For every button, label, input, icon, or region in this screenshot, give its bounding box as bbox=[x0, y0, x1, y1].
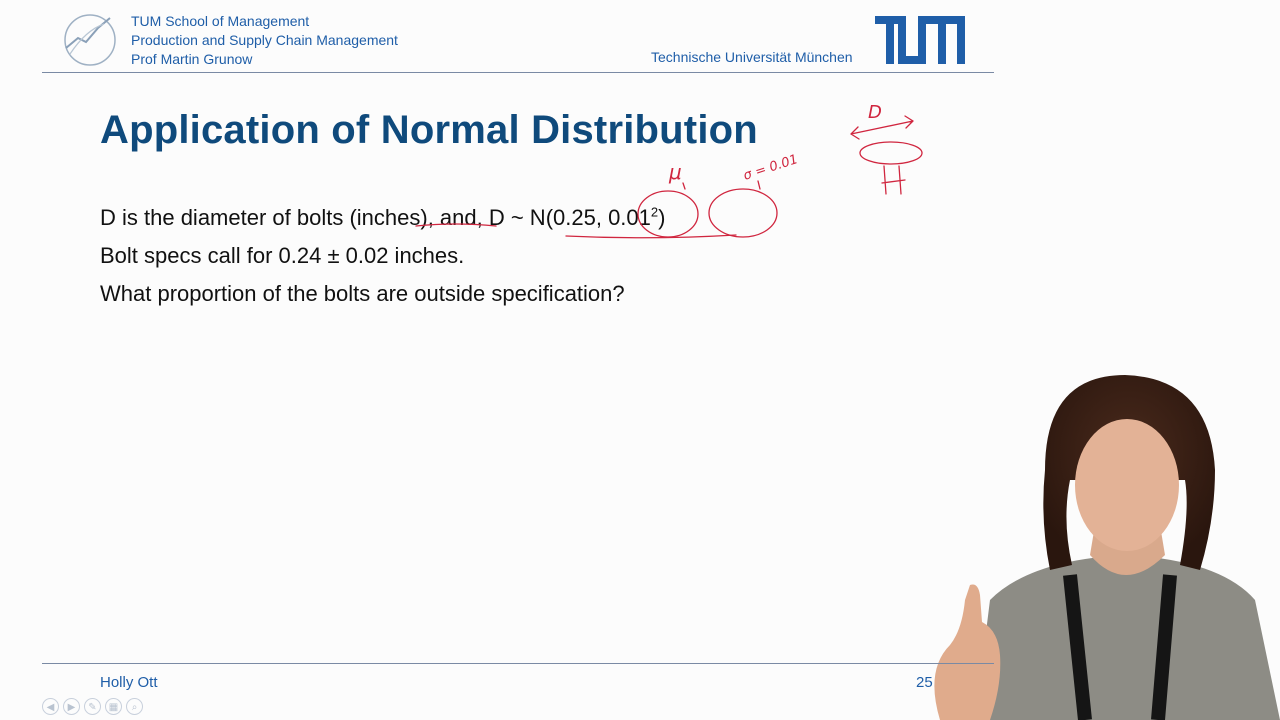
school-name: TUM School of Management bbox=[131, 13, 310, 29]
tum-logo-icon bbox=[875, 16, 965, 64]
sigma-tick bbox=[757, 180, 761, 190]
header-chair-info: TUM School of Management Production and … bbox=[131, 12, 398, 69]
header-divider bbox=[42, 72, 994, 73]
chair-name: Production and Supply Chain Management bbox=[131, 32, 398, 48]
professor-name: Prof Martin Grunow bbox=[131, 51, 253, 67]
footer-divider bbox=[42, 663, 994, 664]
pen-icon[interactable]: ✎ bbox=[84, 698, 101, 715]
body-line-1: D is the diameter of bolts (inches), and… bbox=[100, 199, 665, 237]
body-line-3: What proportion of the bolts are outside… bbox=[100, 281, 625, 306]
prev-slide-icon[interactable]: ◀ bbox=[42, 698, 59, 715]
university-name: Technische Universität München bbox=[651, 49, 853, 65]
presenter-hand bbox=[934, 584, 1001, 720]
slide-title: Application of Normal Distribution bbox=[100, 108, 758, 152]
chair-logo-icon bbox=[64, 14, 116, 66]
grid-icon[interactable]: ▦ bbox=[105, 698, 122, 715]
slide-body: D is the diameter of bolts (inches), and… bbox=[100, 199, 665, 313]
ink-mu-label: μ bbox=[668, 160, 682, 184]
ink-sigma-label: σ = 0.01 bbox=[742, 152, 800, 184]
next-slide-icon[interactable]: ▶ bbox=[63, 698, 80, 715]
body-line-1-text: D is the diameter of bolts (inches), and… bbox=[100, 205, 651, 230]
circle-variance bbox=[708, 188, 778, 238]
bolt-shaft bbox=[881, 165, 906, 195]
page-number: 25 bbox=[916, 674, 933, 691]
presenter-jacket bbox=[975, 555, 1280, 720]
ink-d-label: D bbox=[868, 102, 882, 123]
body-line-2: Bolt specs call for 0.24 ± 0.02 inches. bbox=[100, 243, 465, 268]
diameter-arrow bbox=[850, 115, 914, 140]
body-line-1-close: ) bbox=[658, 205, 666, 230]
presenter-jacket-trim bbox=[1063, 574, 1177, 720]
footer-author: Holly Ott bbox=[100, 674, 158, 691]
presenter-face bbox=[1075, 419, 1179, 551]
presenter-video bbox=[934, 375, 1280, 720]
mu-tick bbox=[682, 182, 686, 190]
slide-nav-controls: ◀ ▶ ✎ ▦ ⌕ bbox=[42, 698, 143, 715]
zoom-icon[interactable]: ⌕ bbox=[126, 698, 143, 715]
bolt-sketch bbox=[859, 141, 923, 165]
